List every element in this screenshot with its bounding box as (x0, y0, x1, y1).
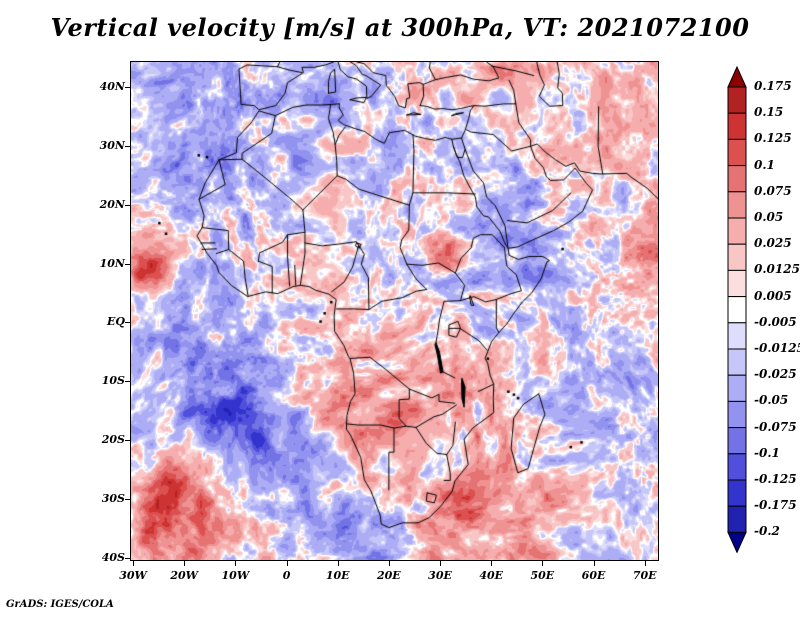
lon-tick-mark (440, 561, 442, 566)
colorbar-cell (727, 374, 747, 402)
lon-tick-mark (491, 561, 493, 566)
colorbar-tick-label: -0.05 (754, 393, 789, 408)
colorbar-cell (727, 66, 747, 88)
colorbar-cell (727, 112, 747, 140)
colorbar-tick-label: 0.15 (754, 105, 784, 120)
colorbar-cell (727, 243, 747, 271)
colorbar-cell (727, 138, 747, 167)
colorbar-cell (727, 531, 747, 554)
lon-tick-label: 20E (377, 569, 401, 582)
colorbar-tick-label: -0.1 (754, 445, 780, 460)
colorbar-cell (727, 322, 747, 350)
lon-tick-mark (133, 561, 135, 566)
colorbar-tick-label: 0.025 (754, 236, 792, 251)
credit-text: GrADS: IGES/COLA (6, 599, 114, 610)
lon-tick-label: 50E (530, 569, 555, 582)
lon-tick-mark (286, 561, 288, 566)
colorbar-tick-label: 0.075 (754, 183, 792, 198)
colorbar-cell (727, 479, 747, 507)
colorbar-tick-label: -0.005 (754, 314, 797, 329)
velocity-field-canvas (131, 62, 658, 560)
lat-tick-mark (125, 204, 130, 206)
lat-tick-label: 30N (99, 138, 125, 152)
lon-tick-mark (593, 561, 595, 566)
lon-tick-label: 10W (221, 569, 250, 582)
lon-tick-label: 30E (428, 569, 452, 582)
colorbar-cell (727, 86, 747, 114)
lon-tick-label: 20W (170, 569, 199, 582)
colorbar-cell (727, 296, 747, 324)
lon-tick-mark (337, 561, 339, 566)
colorbar (727, 66, 747, 554)
lat-tick-label: 10N (99, 256, 125, 270)
lon-tick-mark (542, 561, 544, 566)
lat-tick-mark (125, 322, 130, 324)
lat-tick-mark (125, 381, 130, 383)
colorbar-tick-label: -0.0125 (754, 341, 800, 355)
lat-tick-mark (125, 145, 130, 147)
colorbar-tick-label: 0.175 (754, 79, 792, 93)
colorbar-tick-label: -0.125 (754, 472, 797, 486)
lon-tick-mark (644, 561, 646, 566)
lat-tick-label: 40N (99, 79, 125, 93)
chart-title: Vertical velocity [m/s] at 300hPa, VT: 2… (50, 13, 750, 42)
lat-tick-label: 20S (101, 433, 125, 447)
colorbar-cell (727, 400, 747, 429)
lon-tick-mark (388, 561, 390, 566)
map-plot-frame (130, 61, 659, 561)
colorbar-cell (727, 453, 747, 481)
colorbar-tick-label: 0.0125 (754, 262, 800, 277)
lon-tick-label: 10E (325, 569, 350, 582)
colorbar-tick-label: 0.05 (754, 210, 784, 224)
lat-tick-mark (125, 499, 130, 501)
lat-tick-label: 20N (99, 197, 125, 211)
colorbar-tick-label: 0.005 (754, 288, 792, 303)
colorbar-tick-label: -0.025 (754, 367, 797, 382)
lon-tick-mark (235, 561, 237, 566)
lon-tick-label: 30W (119, 569, 147, 582)
lat-tick-label: 10S (101, 374, 125, 388)
colorbar-cell (727, 348, 747, 376)
colorbar-cell (727, 165, 747, 193)
lat-tick-mark (125, 558, 130, 560)
lat-tick-mark (125, 440, 130, 442)
colorbar-tick-label: -0.175 (754, 498, 797, 513)
colorbar-cell (727, 505, 747, 533)
lon-tick-label: 0 (282, 569, 291, 582)
lon-tick-label: 40E (479, 569, 504, 582)
lon-tick-label: 70E (632, 569, 657, 582)
colorbar-tick-label: 0.125 (754, 131, 792, 146)
colorbar-cell (727, 217, 747, 245)
lon-tick-label: 60E (581, 569, 606, 582)
colorbar-cell (727, 191, 747, 219)
colorbar-tick-label: 0.1 (754, 157, 775, 172)
colorbar-cell (727, 427, 747, 455)
lat-tick-label: 40S (101, 551, 125, 565)
lat-tick-mark (125, 263, 130, 265)
lat-tick-label: 30S (101, 492, 125, 506)
colorbar-tick-label: -0.2 (754, 524, 780, 539)
lon-tick-mark (184, 561, 186, 566)
lat-tick-label: EQ (107, 315, 125, 329)
lat-tick-mark (125, 86, 130, 88)
colorbar-cell (727, 269, 747, 298)
colorbar-tick-label: -0.075 (754, 419, 797, 434)
